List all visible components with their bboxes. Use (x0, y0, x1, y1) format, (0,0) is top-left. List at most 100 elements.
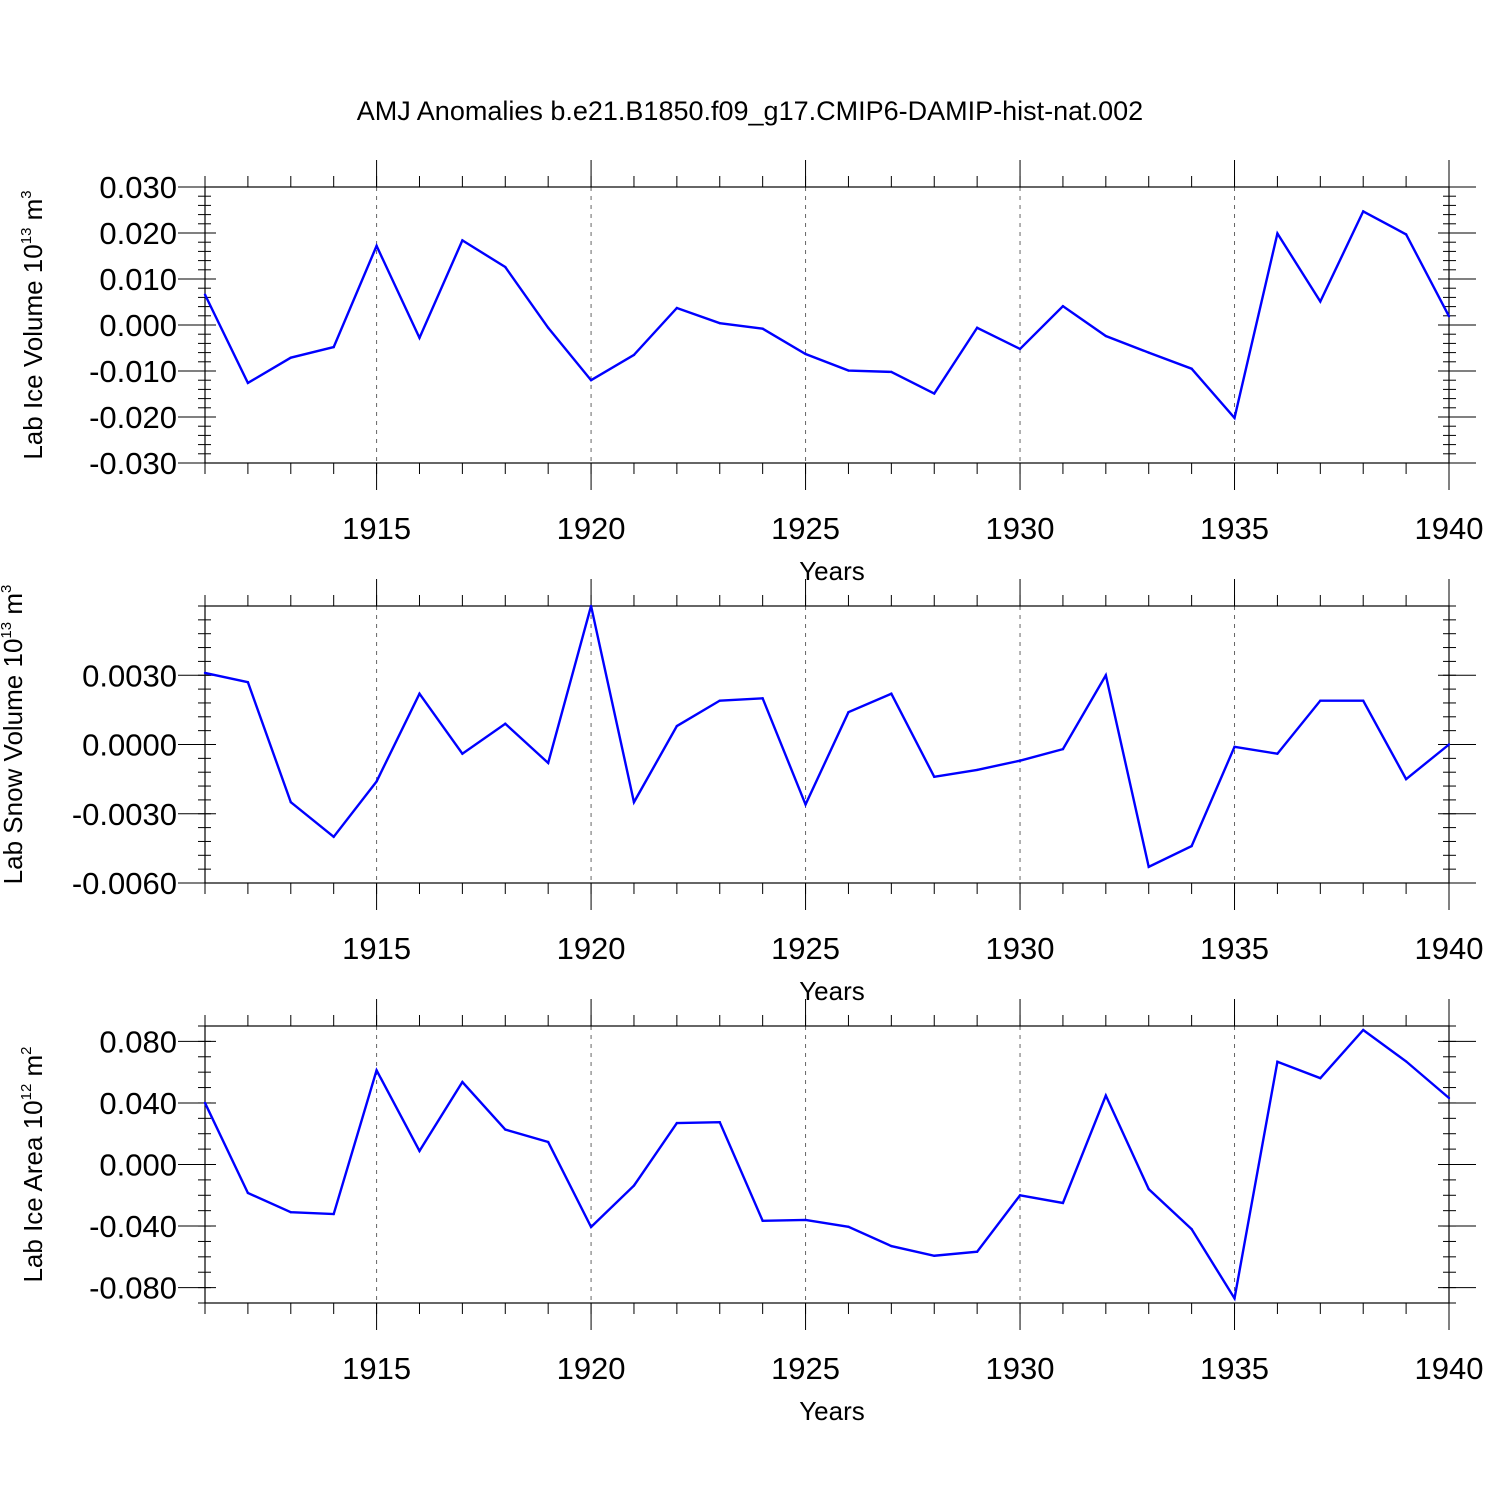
data-point (975, 768, 979, 772)
data-point (1018, 759, 1022, 762)
page-title: AMJ Anomalies b.e21.B1850.f09_g17.CMIP6-… (356, 96, 1144, 126)
data-point (1447, 1096, 1451, 1100)
data-point (1147, 865, 1150, 869)
data-point (933, 392, 936, 395)
x-tick-label: 1920 (557, 511, 626, 546)
data-point (418, 692, 421, 695)
data-point (975, 326, 979, 329)
data-point (890, 1244, 893, 1248)
y-tick-label: 0.0030 (82, 658, 177, 693)
data-point (1104, 674, 1108, 677)
data-point (246, 680, 250, 684)
data-point (1190, 1227, 1193, 1231)
data-point (675, 306, 679, 310)
data-point (1233, 416, 1236, 420)
data-point (203, 671, 207, 675)
data-point (1190, 844, 1193, 848)
data-point (1061, 304, 1065, 308)
data-point (504, 265, 507, 269)
data-point (1276, 232, 1279, 235)
y-tick-label: -0.0060 (72, 866, 177, 901)
x-axis-title: Years (799, 976, 865, 1006)
data-point (804, 1218, 807, 1222)
data-point (718, 699, 721, 702)
data-point (1362, 1028, 1365, 1032)
data-point (418, 1149, 421, 1153)
data-point (332, 835, 335, 839)
data-point (1319, 1076, 1322, 1080)
data-point (1447, 315, 1451, 318)
data-point (632, 353, 636, 357)
data-point (289, 356, 292, 359)
plot-frame (204, 1025, 1450, 1304)
y-tick-label: 0.020 (99, 216, 177, 251)
data-point (203, 1101, 207, 1105)
data-point (1147, 1187, 1150, 1191)
data-point (1018, 347, 1022, 351)
data-point (1061, 747, 1065, 751)
data-point (632, 801, 636, 804)
y-tick-label: 0.0000 (82, 728, 177, 763)
data-point (375, 1069, 378, 1072)
data-point (418, 336, 421, 340)
data-point (975, 1250, 979, 1253)
data-point (761, 1219, 764, 1223)
data-point (718, 1120, 721, 1124)
y-tick-label: 0.000 (99, 1148, 177, 1183)
data-point (804, 352, 807, 356)
y-tick-label: -0.020 (89, 400, 177, 435)
y-axis-title: Lab Ice Area 1012 m2 (18, 1046, 48, 1282)
data-point (461, 239, 464, 242)
x-tick-label: 1920 (557, 931, 626, 966)
data-point (589, 1225, 593, 1229)
data-point (589, 379, 593, 382)
x-tick-label: 1915 (342, 931, 411, 966)
y-tick-label: 0.080 (99, 1024, 177, 1059)
y-tick-label: -0.010 (89, 354, 177, 389)
data-point (246, 381, 250, 385)
plot-frame (204, 186, 1450, 464)
data-point (1447, 743, 1451, 746)
data-point (1190, 367, 1193, 370)
data-point (289, 1211, 292, 1214)
data-point (589, 604, 593, 608)
data-point (1362, 699, 1365, 702)
data-point (1404, 777, 1408, 781)
x-tick-label: 1940 (1415, 511, 1484, 546)
data-point (1404, 1060, 1408, 1063)
data-point (375, 244, 378, 248)
y-tick-label: -0.0030 (72, 797, 177, 832)
data-point (1147, 351, 1150, 354)
data-point (1018, 1194, 1022, 1197)
data-point (933, 775, 936, 779)
data-point (761, 327, 764, 330)
x-tick-label: 1930 (986, 511, 1055, 546)
y-tick-label: 0.030 (99, 170, 177, 205)
data-point (504, 1128, 507, 1131)
chart-panel-1: 1915 1920 1925 1930 1935 1940 -0.030 -0.020 -0.0… (18, 160, 1483, 586)
x-tick-label: 1940 (1415, 1351, 1484, 1386)
y-tick-label: -0.030 (89, 446, 177, 481)
data-point (1362, 210, 1365, 213)
y-tick-label: 0.010 (99, 262, 177, 297)
data-point (761, 697, 764, 700)
data-point (332, 345, 335, 349)
x-tick-label: 1930 (986, 931, 1055, 966)
x-tick-label: 1940 (1415, 931, 1484, 966)
data-point (332, 1212, 335, 1216)
x-tick-label: 1920 (557, 1351, 626, 1386)
data-point (203, 293, 207, 296)
x-tick-label: 1925 (771, 1351, 840, 1386)
x-tick-label: 1930 (986, 1351, 1055, 1386)
x-axis-title: Years (799, 556, 865, 586)
chart-panel-3: 1915 1920 1925 1930 1935 1940 -0.080 -0.040 0.00… (18, 999, 1483, 1426)
data-point (461, 1080, 464, 1084)
data-point (375, 780, 378, 783)
data-point (1061, 1201, 1065, 1205)
data-point (246, 1191, 250, 1195)
data-point (632, 1184, 636, 1187)
x-tick-label: 1915 (342, 511, 411, 546)
y-tick-label: 0.040 (99, 1086, 177, 1121)
x-tick-label: 1925 (771, 931, 840, 966)
data-point (1233, 1297, 1236, 1300)
